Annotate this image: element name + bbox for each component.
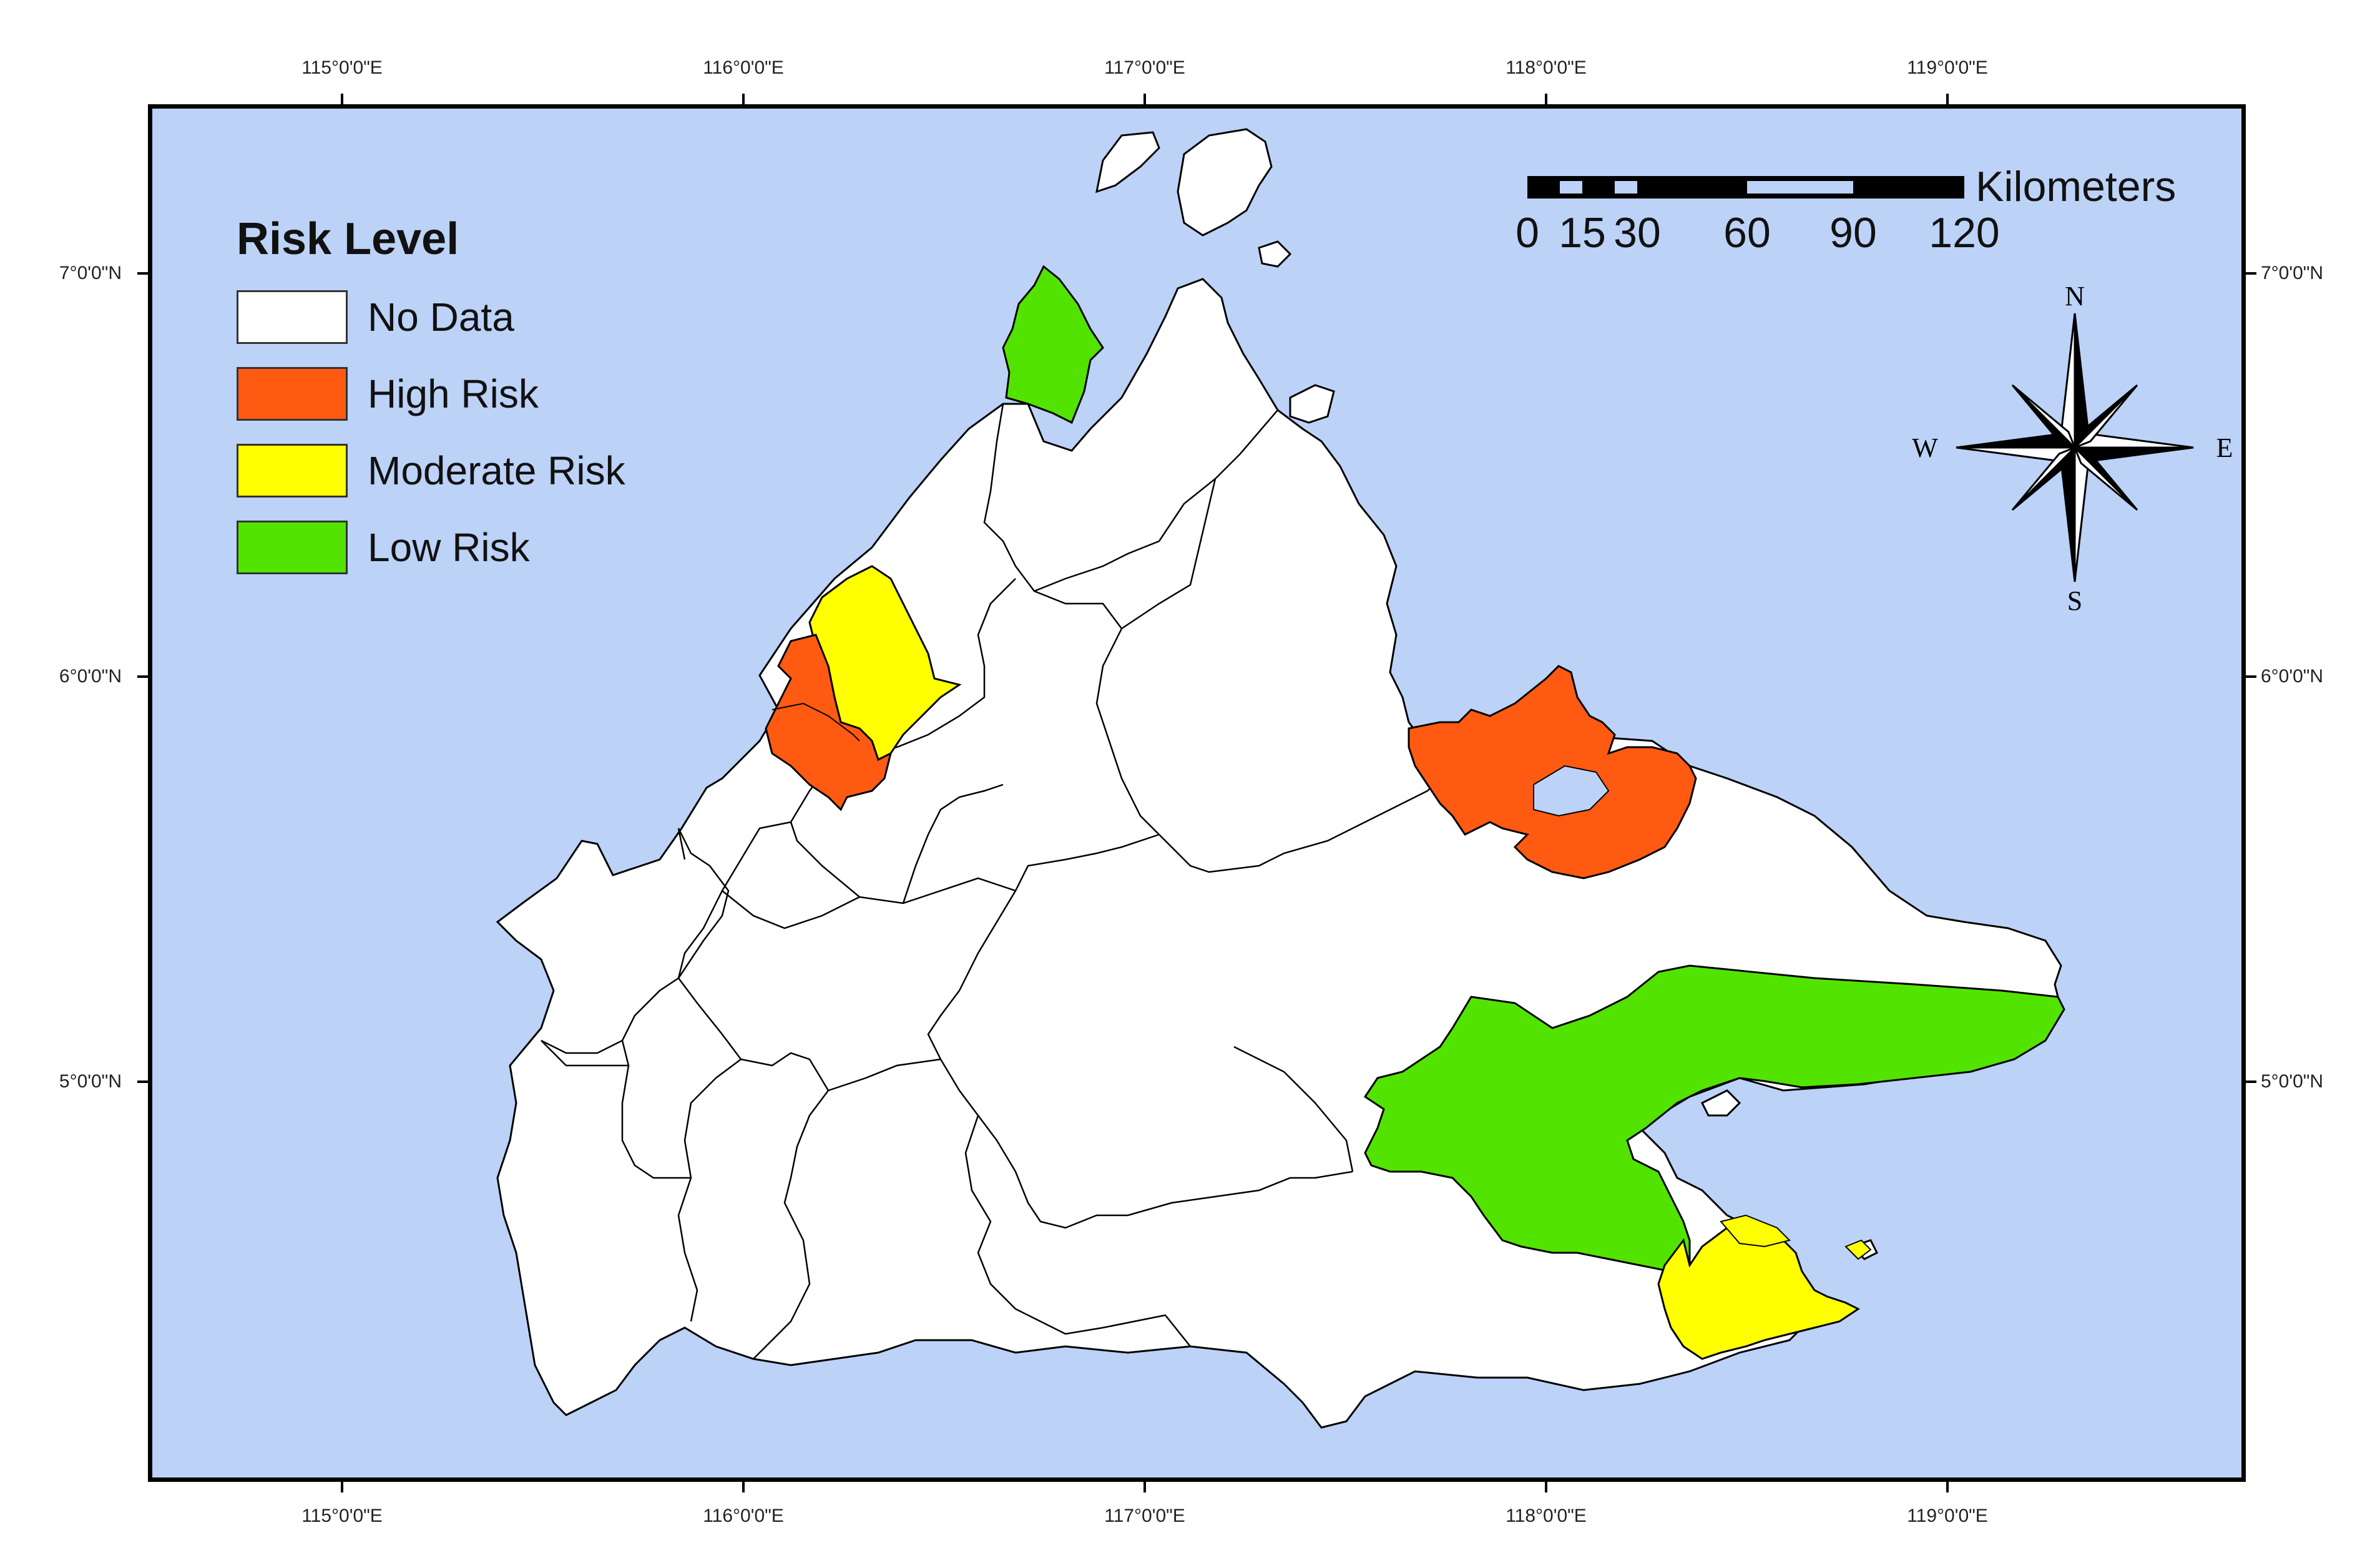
legend-label-low-risk: Low Risk bbox=[368, 524, 530, 570]
scale-tick-60: 60 bbox=[1723, 209, 1771, 257]
map-canvas bbox=[496, 128, 2065, 1429]
lon-label-bottom-116: 116°0'0"E bbox=[703, 1506, 784, 1526]
compass-w: W bbox=[1912, 433, 1938, 463]
legend-title: Risk Level bbox=[237, 214, 459, 264]
lat-label-right-7: 7°0'0"N bbox=[2261, 263, 2324, 283]
lon-label-bottom-117: 117°0'0"E bbox=[1104, 1506, 1185, 1526]
compass-s: S bbox=[2067, 586, 2082, 616]
lon-label-top-117: 117°0'0"E bbox=[1104, 57, 1185, 78]
lon-label-top-119: 119°0'0"E bbox=[1907, 57, 1988, 78]
scale-tick-0: 0 bbox=[1516, 209, 1539, 257]
legend-item-no-data: No Data bbox=[237, 278, 625, 355]
legend-item-high-risk: High Risk bbox=[237, 355, 625, 432]
legend-swatch-no-data bbox=[237, 290, 348, 344]
sabah-mainland bbox=[496, 278, 2062, 1429]
legend-label-moderate-risk: Moderate Risk bbox=[368, 448, 625, 493]
scale-tick-30: 30 bbox=[1614, 209, 1661, 257]
islands bbox=[1095, 128, 1879, 1260]
legend-label-no-data: No Data bbox=[368, 294, 514, 340]
legend-label-high-risk: High Risk bbox=[368, 371, 539, 416]
legend-item-moderate-risk: Moderate Risk bbox=[237, 432, 625, 509]
moderate-risk-island bbox=[1720, 1214, 1791, 1248]
legend-swatch-low-risk bbox=[237, 520, 348, 574]
low-risk-banggi bbox=[1002, 265, 1104, 424]
lat-label-left-7: 7°0'0"N bbox=[59, 263, 122, 283]
lon-label-top-118: 118°0'0"E bbox=[1506, 57, 1587, 78]
compass-n: N bbox=[2065, 281, 2085, 311]
legend-swatch-moderate-risk bbox=[237, 443, 348, 497]
compass-rose-icon: N S E W bbox=[1912, 281, 2233, 616]
sandakan-bay bbox=[1533, 765, 1610, 817]
scale-tick-15: 15 bbox=[1559, 209, 1606, 257]
lon-label-top-115: 115°0'0"E bbox=[301, 57, 383, 78]
lat-label-right-6: 6°0'0"N bbox=[2261, 666, 2324, 687]
map-frame[interactable]: Risk Level No Data High Risk Moderate Ri… bbox=[148, 104, 2246, 1482]
legend-item-low-risk: Low Risk bbox=[237, 509, 625, 586]
high-risk-east bbox=[1408, 665, 1697, 879]
scale-tick-90: 90 bbox=[1829, 209, 1877, 257]
scale-tick-120: 120 bbox=[1929, 209, 2000, 257]
low-risk-east bbox=[1363, 964, 2065, 1273]
scale-bar-unit: Kilometers bbox=[1976, 163, 2177, 210]
high-risk-west-internal-border bbox=[771, 702, 860, 742]
lat-label-left-5: 5°0'0"N bbox=[59, 1071, 122, 1092]
lon-label-bottom-115: 115°0'0"E bbox=[301, 1506, 383, 1526]
lon-label-top-116: 116°0'0"E bbox=[703, 57, 784, 78]
lon-label-bottom-118: 118°0'0"E bbox=[1506, 1506, 1587, 1526]
legend-swatch-high-risk bbox=[237, 366, 348, 421]
scale-bar-graphic bbox=[1527, 176, 1964, 198]
lon-label-bottom-119: 119°0'0"E bbox=[1907, 1506, 1988, 1526]
high-risk-west bbox=[765, 634, 893, 811]
moderate-risk-island-small bbox=[1844, 1239, 1872, 1260]
lat-label-left-6: 6°0'0"N bbox=[59, 666, 122, 687]
legend: Risk Level No Data High Risk Moderate Ri… bbox=[237, 213, 625, 586]
compass-e: E bbox=[2216, 433, 2233, 463]
lat-label-right-5: 5°0'0"N bbox=[2261, 1071, 2324, 1092]
scale-bar: Kilometers 0 15 30 60 90 120 bbox=[1516, 157, 2201, 263]
